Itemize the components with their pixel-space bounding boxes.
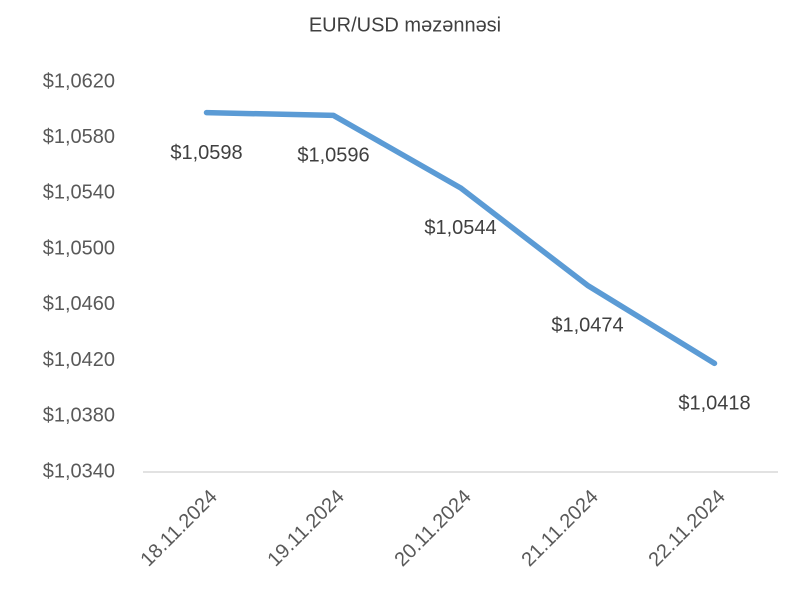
x-tick-label: 20.11.2024 [390,486,475,571]
x-tick-label: 22.11.2024 [644,486,729,571]
x-tick-label: 18.11.2024 [136,486,221,571]
y-tick-label: $1,0580 [43,126,115,148]
x-tick-label: 21.11.2024 [517,486,602,571]
y-tick-label: $1,0380 [43,405,115,427]
x-tick-label: 19.11.2024 [263,486,348,571]
data-label: $1,0474 [551,315,623,337]
data-label: $1,0544 [424,217,496,239]
line [203,109,718,367]
y-tick-label: $1,0540 [43,182,115,204]
y-tick-label: $1,0340 [43,460,115,482]
y-tick-label: $1,0500 [43,237,115,259]
data-label: $1,0596 [297,145,369,167]
y-tick-label: $1,0620 [43,70,115,92]
y-tick-label: $1,0420 [43,349,115,371]
chart-title: EUR/USD məzənnəsi [309,14,501,36]
y-tick-label: $1,0460 [43,293,115,315]
data-label: $1,0598 [170,142,242,164]
data-label: $1,0418 [678,393,750,415]
